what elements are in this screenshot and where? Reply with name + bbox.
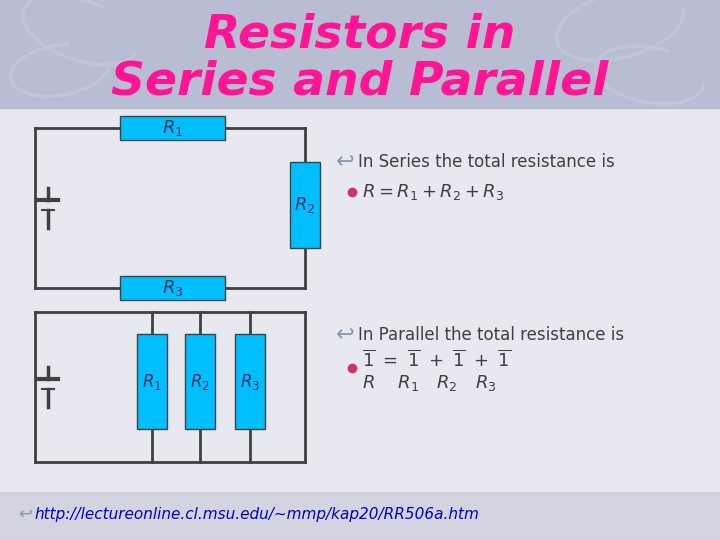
Text: In Parallel the total resistance is: In Parallel the total resistance is <box>358 326 624 344</box>
Text: $R_3$: $R_3$ <box>162 278 183 298</box>
Bar <box>120 116 225 140</box>
Text: $R_1$: $R_1$ <box>142 372 162 392</box>
Text: ↩: ↩ <box>336 325 355 345</box>
Bar <box>290 162 320 248</box>
Text: $R_2$: $R_2$ <box>294 195 315 215</box>
Text: ↩: ↩ <box>18 505 32 523</box>
Text: $R = R_1 + R_2 + R_3$: $R = R_1 + R_2 + R_3$ <box>362 182 504 202</box>
Text: ↩: ↩ <box>336 152 355 172</box>
Text: $R_1$: $R_1$ <box>162 118 183 138</box>
Bar <box>235 334 265 429</box>
Bar <box>137 334 167 429</box>
Text: $\overline{1}\ =\ \overline{1}\ +\ \overline{1}\ +\ \overline{1}$: $\overline{1}\ =\ \overline{1}\ +\ \over… <box>362 349 511 371</box>
Text: $R\quad\ R_1\quad R_2\quad R_3$: $R\quad\ R_1\quad R_2\quad R_3$ <box>362 373 497 393</box>
Text: Resistors in: Resistors in <box>204 12 516 57</box>
Bar <box>185 334 215 429</box>
Bar <box>120 276 225 300</box>
Bar <box>0 0 720 108</box>
Text: $R_2$: $R_2$ <box>190 372 210 392</box>
Text: http://lectureonline.cl.msu.edu/~mmp/kap20/RR506a.htm: http://lectureonline.cl.msu.edu/~mmp/kap… <box>34 507 479 522</box>
Bar <box>0 492 720 540</box>
Text: $R_3$: $R_3$ <box>240 372 260 392</box>
Text: Series and Parallel: Series and Parallel <box>112 59 608 105</box>
Text: In Series the total resistance is: In Series the total resistance is <box>358 153 615 171</box>
